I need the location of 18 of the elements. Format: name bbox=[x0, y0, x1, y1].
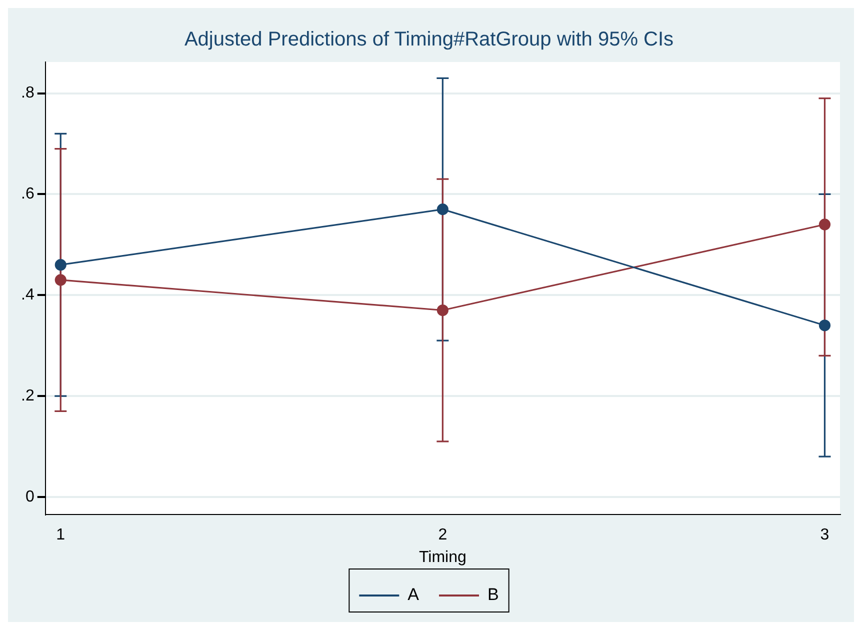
point bbox=[818, 320, 831, 332]
x-tick-label: 1 bbox=[56, 526, 66, 544]
point bbox=[436, 304, 448, 316]
y-tick-label: .2 bbox=[21, 387, 34, 404]
y-tick-label: .4 bbox=[21, 286, 34, 304]
legend-label: A bbox=[408, 585, 420, 604]
point bbox=[436, 204, 448, 216]
y-tick-label: .6 bbox=[21, 186, 34, 203]
x-axis-title: Timing bbox=[418, 548, 466, 566]
x-tick-label: 2 bbox=[438, 526, 448, 544]
chart-title: Adjusted Predictions of Timing#RatGroup with 95% CIs bbox=[184, 28, 674, 51]
x-tick-label: 3 bbox=[820, 526, 830, 544]
y-tick-label: 0 bbox=[25, 488, 34, 506]
point bbox=[54, 259, 66, 271]
y-tick-label: .8 bbox=[21, 84, 34, 102]
point bbox=[54, 274, 66, 286]
point bbox=[818, 218, 831, 230]
legend-label: B bbox=[488, 585, 499, 604]
